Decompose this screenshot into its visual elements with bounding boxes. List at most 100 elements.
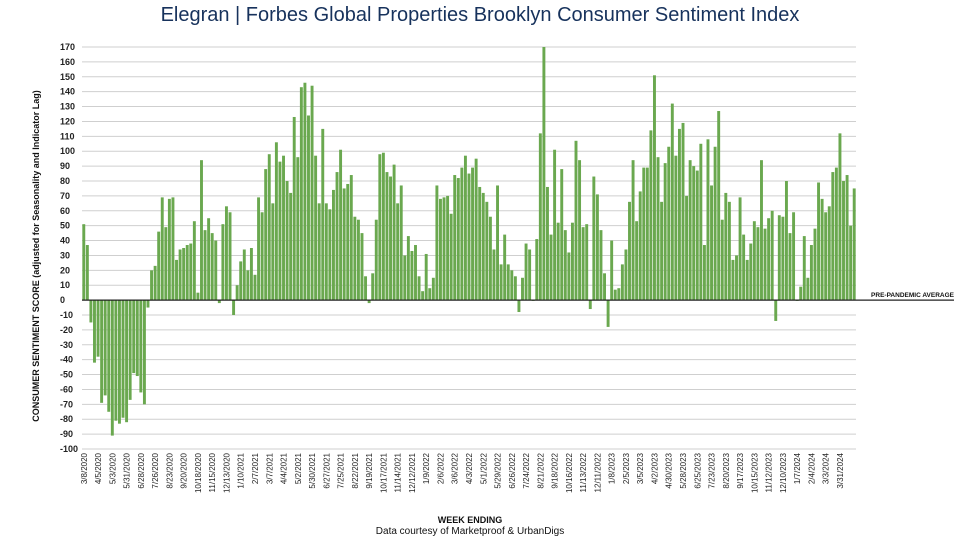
bar bbox=[820, 198, 824, 301]
bar bbox=[374, 219, 378, 301]
bar bbox=[653, 75, 656, 301]
bar bbox=[503, 234, 507, 301]
bar bbox=[806, 277, 810, 301]
bar bbox=[799, 286, 803, 301]
bar bbox=[517, 300, 521, 313]
bar bbox=[852, 188, 856, 301]
bar bbox=[307, 115, 310, 301]
bar bbox=[506, 264, 510, 301]
bar bbox=[175, 259, 178, 301]
x-tick-label: 4/5/2020 bbox=[94, 452, 103, 484]
y-tick-label: 0 bbox=[60, 295, 65, 305]
bar bbox=[624, 249, 628, 301]
x-tick-label: 6/28/2020 bbox=[137, 452, 146, 488]
bar bbox=[257, 197, 261, 301]
bar bbox=[724, 192, 728, 301]
bar bbox=[192, 221, 196, 301]
x-tick-label: 7/24/2022 bbox=[522, 452, 531, 488]
bar bbox=[585, 224, 589, 301]
bar bbox=[185, 245, 189, 301]
bar bbox=[456, 178, 460, 301]
bar bbox=[745, 259, 749, 301]
x-tick-label: 8/22/2021 bbox=[351, 452, 360, 488]
bar bbox=[492, 249, 496, 301]
bar bbox=[89, 300, 93, 323]
bar bbox=[406, 236, 410, 301]
bar bbox=[164, 227, 168, 301]
bar bbox=[695, 170, 699, 301]
bar bbox=[735, 255, 738, 301]
x-tick-label: 2/7/2021 bbox=[251, 452, 260, 484]
bar bbox=[103, 300, 107, 396]
bar bbox=[556, 222, 560, 301]
x-tick-label: 12/11/2022 bbox=[593, 452, 602, 492]
x-tick-label: 1/10/2021 bbox=[237, 452, 246, 488]
x-tick-label: 7/23/2023 bbox=[708, 452, 717, 488]
x-tick-label: 9/19/2021 bbox=[365, 452, 374, 488]
bar bbox=[349, 175, 353, 301]
bar bbox=[638, 191, 642, 301]
bar bbox=[560, 169, 564, 301]
bar bbox=[467, 173, 471, 301]
bar bbox=[360, 233, 364, 301]
bar bbox=[667, 146, 671, 301]
bar bbox=[210, 233, 214, 301]
bar bbox=[599, 230, 603, 301]
x-tick-label: 7/25/2021 bbox=[337, 452, 346, 488]
bar bbox=[824, 212, 828, 301]
bar bbox=[681, 122, 685, 301]
title-subtitle: Brooklyn Consumer Sentiment Index bbox=[473, 4, 800, 26]
x-tick-label: 5/3/2020 bbox=[108, 452, 117, 484]
x-tick-label: 11/15/2020 bbox=[208, 452, 217, 492]
bar bbox=[378, 154, 382, 301]
bar bbox=[838, 133, 842, 301]
bar bbox=[720, 219, 724, 301]
bar bbox=[774, 300, 778, 321]
y-tick-label: -10 bbox=[60, 310, 73, 320]
bar bbox=[521, 277, 524, 301]
bar bbox=[235, 285, 239, 301]
bar bbox=[253, 274, 257, 301]
bar bbox=[150, 270, 154, 301]
bar bbox=[831, 172, 835, 301]
bar bbox=[421, 291, 425, 301]
x-tick-label: 4/3/2022 bbox=[465, 452, 474, 484]
bar bbox=[153, 265, 157, 301]
x-tick-label: 12/13/2020 bbox=[222, 452, 231, 493]
x-tick-label: 3/5/2023 bbox=[636, 452, 645, 484]
data-credit: Data courtesy of Marketproof & UrbanDigs bbox=[375, 526, 565, 537]
bar bbox=[296, 157, 300, 301]
bar bbox=[160, 197, 164, 301]
y-tick-label: -40 bbox=[60, 355, 73, 365]
bar bbox=[364, 276, 368, 301]
bar bbox=[289, 192, 293, 301]
y-tick-label: -60 bbox=[60, 384, 73, 394]
x-tick-label: 9/18/2022 bbox=[551, 452, 560, 488]
title-brand: Elegran | Forbes Global Properties bbox=[160, 4, 469, 26]
y-tick-label: 80 bbox=[60, 176, 70, 186]
bar bbox=[239, 261, 243, 301]
bar bbox=[663, 163, 667, 301]
bar bbox=[717, 111, 721, 301]
bar bbox=[339, 149, 343, 301]
x-tick-label: 4/4/2021 bbox=[280, 452, 289, 484]
bar bbox=[356, 219, 360, 301]
bar bbox=[267, 154, 271, 301]
bar bbox=[478, 186, 482, 301]
x-tick-label: 6/27/2021 bbox=[322, 452, 331, 488]
x-tick-label: 3/3/2024 bbox=[822, 452, 831, 484]
bar bbox=[292, 116, 296, 301]
bar bbox=[128, 300, 132, 400]
bar bbox=[207, 218, 211, 301]
bar bbox=[189, 243, 193, 301]
bar bbox=[528, 249, 532, 301]
bar bbox=[167, 198, 171, 301]
bar bbox=[656, 157, 660, 301]
bar bbox=[710, 185, 713, 301]
x-tick-label: 9/17/2023 bbox=[736, 452, 745, 488]
y-tick-label: 10 bbox=[60, 280, 70, 290]
y-tick-label: 120 bbox=[60, 116, 75, 126]
bar bbox=[435, 185, 439, 301]
bar bbox=[335, 172, 339, 301]
